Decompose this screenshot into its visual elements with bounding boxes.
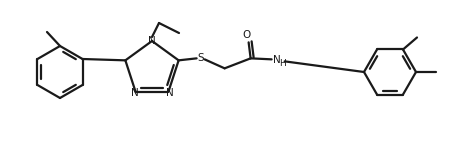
Text: N: N <box>166 88 173 98</box>
Text: S: S <box>198 53 204 63</box>
Text: N: N <box>131 88 138 98</box>
Text: N: N <box>148 35 156 45</box>
Text: N: N <box>273 55 281 65</box>
Text: O: O <box>242 30 251 40</box>
Text: H: H <box>279 59 286 68</box>
